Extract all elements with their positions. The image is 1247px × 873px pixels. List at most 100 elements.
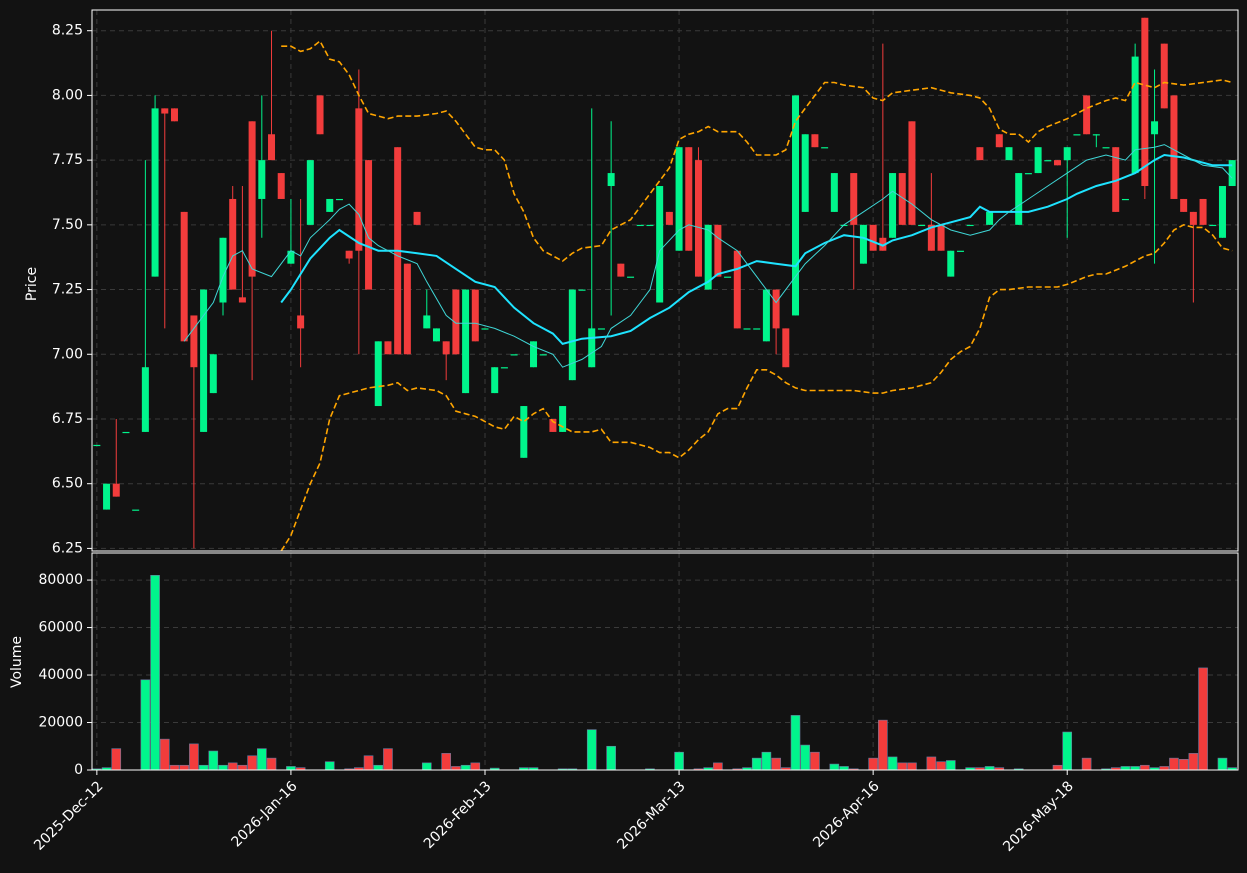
volume-bar bbox=[140, 679, 151, 771]
candle-body bbox=[714, 224, 722, 277]
panel-frame bbox=[91, 9, 1239, 552]
candle-body bbox=[704, 224, 712, 290]
volume-bar bbox=[926, 756, 937, 771]
volume-bar bbox=[1130, 766, 1140, 771]
candle-body bbox=[442, 341, 450, 355]
candle-body bbox=[471, 289, 479, 342]
y-tick-label: 7.50 bbox=[52, 217, 83, 233]
candle-body bbox=[947, 250, 955, 277]
volume-bar bbox=[1062, 731, 1073, 771]
candle-body bbox=[850, 173, 858, 225]
candle-body bbox=[1209, 224, 1217, 227]
candle-body bbox=[287, 250, 295, 264]
candle-body bbox=[1112, 147, 1120, 212]
volume-bar bbox=[150, 575, 160, 771]
candle-body bbox=[937, 224, 945, 251]
y-tick-label: 7.75 bbox=[52, 152, 83, 168]
y-tick-label: 80000 bbox=[38, 572, 83, 588]
volume-bar bbox=[1159, 766, 1170, 771]
candle-body bbox=[200, 289, 208, 432]
indicator-line bbox=[280, 153, 1233, 346]
candle-body bbox=[830, 173, 838, 212]
candle-body bbox=[859, 224, 867, 264]
candle-body bbox=[520, 406, 528, 458]
candle-body bbox=[229, 198, 237, 290]
candle-body bbox=[1180, 198, 1188, 212]
indicator-line bbox=[280, 223, 1233, 551]
volume-bar bbox=[810, 751, 820, 771]
volume-bar bbox=[790, 715, 801, 771]
volume-bar bbox=[383, 748, 393, 771]
candle-body bbox=[1151, 121, 1159, 135]
candle-body bbox=[753, 328, 761, 330]
volume-bar bbox=[984, 766, 995, 771]
candle-body bbox=[238, 297, 246, 303]
volume-bar bbox=[907, 762, 917, 771]
candle-body bbox=[1160, 43, 1168, 109]
candle-body bbox=[966, 224, 974, 227]
candle-body bbox=[1054, 160, 1062, 166]
candle-body bbox=[297, 315, 305, 329]
candle-body bbox=[559, 406, 567, 432]
candle-body bbox=[403, 263, 411, 355]
candle-body bbox=[374, 341, 382, 407]
candle-body bbox=[568, 289, 576, 381]
candle-body bbox=[452, 289, 460, 355]
volume-bar bbox=[771, 757, 781, 771]
candle-body bbox=[209, 354, 217, 394]
volume-bar bbox=[761, 751, 772, 771]
candle-body bbox=[821, 147, 829, 149]
candle-body bbox=[1083, 95, 1091, 135]
volume-bar bbox=[1198, 667, 1208, 771]
candle-body bbox=[170, 108, 178, 122]
candle-body bbox=[665, 211, 673, 225]
candle-body bbox=[491, 367, 499, 394]
candle-body bbox=[1141, 17, 1149, 187]
volume-bar bbox=[1081, 757, 1092, 771]
candle-body bbox=[1199, 198, 1207, 225]
candle-body bbox=[1073, 134, 1081, 136]
volume-bar bbox=[208, 750, 219, 771]
candle-body bbox=[1063, 147, 1071, 161]
volume-bar bbox=[800, 744, 811, 771]
candle-body bbox=[549, 418, 557, 432]
candle-body bbox=[413, 211, 421, 225]
volume-bar bbox=[1140, 764, 1150, 771]
y-tick-label: 8.25 bbox=[52, 23, 83, 39]
volume-bar bbox=[451, 766, 461, 771]
candle-body bbox=[792, 95, 800, 316]
volume-bar bbox=[1178, 759, 1189, 771]
y-axis-label: Volume bbox=[9, 636, 25, 688]
candle-body bbox=[432, 328, 440, 342]
candle-body bbox=[1092, 134, 1100, 136]
candle-body bbox=[423, 315, 431, 329]
candle-body bbox=[500, 367, 508, 369]
volume-bar bbox=[470, 762, 481, 771]
candle-body bbox=[141, 367, 149, 432]
candle-body bbox=[694, 160, 702, 277]
volume-bar bbox=[189, 743, 199, 771]
volume-bar bbox=[713, 762, 723, 771]
candle-body bbox=[306, 160, 314, 225]
candle-body bbox=[811, 134, 819, 148]
volume-bar bbox=[247, 755, 257, 771]
candle-body bbox=[481, 328, 489, 330]
volume-bar bbox=[441, 753, 451, 771]
candle-body bbox=[1005, 147, 1013, 161]
candle-body bbox=[1170, 95, 1178, 199]
candle-body bbox=[762, 289, 770, 342]
candle-body bbox=[597, 328, 605, 330]
candle-body bbox=[636, 224, 644, 227]
volume-bar bbox=[839, 766, 849, 771]
candle-body bbox=[1121, 198, 1129, 201]
candle-body bbox=[898, 173, 906, 225]
candle-body bbox=[365, 160, 373, 290]
volume-bar bbox=[257, 748, 267, 771]
candle-body bbox=[646, 224, 654, 227]
candle-body bbox=[530, 341, 538, 368]
candle-body bbox=[908, 121, 916, 225]
volume-bar bbox=[237, 764, 248, 771]
indicator-line bbox=[183, 144, 1233, 368]
y-tick-label: 7.00 bbox=[52, 346, 83, 362]
volume-bar bbox=[324, 761, 335, 771]
